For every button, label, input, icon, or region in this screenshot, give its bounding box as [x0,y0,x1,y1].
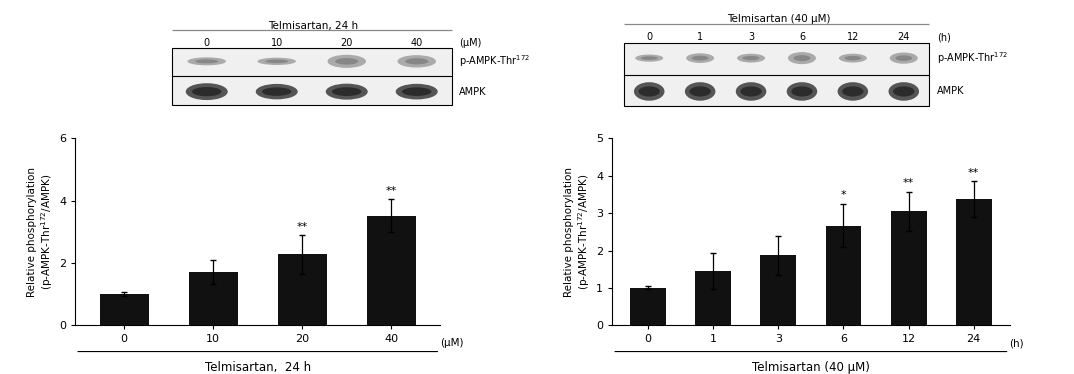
Text: Telmisartan, 24 h: Telmisartan, 24 h [268,21,359,31]
Ellipse shape [265,59,288,63]
Text: *: * [841,190,846,200]
Y-axis label: Relative phosphorylation
(p-AMPK-Thr$^{172}$/AMPK): Relative phosphorylation (p-AMPK-Thr$^{1… [564,167,592,297]
Text: 6: 6 [799,32,806,42]
Text: Telmisartan (40 μM): Telmisartan (40 μM) [752,361,870,374]
Text: 12: 12 [846,32,859,42]
Text: (h): (h) [937,32,950,42]
Ellipse shape [742,56,759,60]
Bar [624,43,929,106]
Ellipse shape [192,87,221,96]
Bar [826,226,861,325]
Bar [100,294,148,325]
Text: Telmisartan,  24 h: Telmisartan, 24 h [205,361,310,374]
Text: AMPK: AMPK [937,86,964,96]
Bar [695,271,731,325]
Ellipse shape [328,55,366,68]
Text: 10: 10 [271,38,282,48]
Bar [189,272,237,325]
Bar [760,255,796,325]
Bar [278,254,326,325]
Text: Telmisartan (40 μM): Telmisartan (40 μM) [727,14,830,24]
Ellipse shape [634,82,665,101]
Ellipse shape [262,88,291,96]
Text: (μM): (μM) [459,38,481,48]
Ellipse shape [641,56,657,60]
Ellipse shape [332,87,362,96]
Ellipse shape [838,82,868,101]
Ellipse shape [335,58,359,65]
Ellipse shape [686,53,714,63]
Text: (μM): (μM) [440,338,464,349]
Bar [956,199,991,325]
Text: 0: 0 [647,32,652,42]
Text: AMPK: AMPK [459,87,487,96]
Ellipse shape [685,82,715,101]
Ellipse shape [844,56,861,60]
Ellipse shape [402,87,432,96]
Ellipse shape [794,55,811,61]
Text: p-AMPK-Thr$^{172}$: p-AMPK-Thr$^{172}$ [937,50,1008,66]
Text: 20: 20 [340,38,353,48]
Ellipse shape [740,86,761,96]
Ellipse shape [839,54,867,62]
Text: 3: 3 [748,32,754,42]
Ellipse shape [690,86,711,96]
Bar [890,211,927,325]
Text: **: ** [968,168,979,178]
Ellipse shape [736,82,767,101]
Ellipse shape [896,55,912,61]
Ellipse shape [692,56,709,61]
Ellipse shape [258,58,296,65]
Text: **: ** [296,222,308,232]
Ellipse shape [397,55,436,68]
Ellipse shape [788,52,816,64]
Ellipse shape [395,84,438,99]
Ellipse shape [737,54,765,62]
Bar [172,48,452,105]
Ellipse shape [186,83,228,100]
Text: 24: 24 [898,32,910,42]
Text: 1: 1 [697,32,703,42]
Ellipse shape [842,86,863,96]
Ellipse shape [188,57,226,65]
Text: **: ** [903,178,914,188]
Ellipse shape [639,86,659,96]
Ellipse shape [786,82,817,101]
Text: (h): (h) [1010,338,1025,349]
Text: 0: 0 [204,38,209,48]
Ellipse shape [195,59,218,63]
Bar [630,288,666,325]
Bar [367,216,416,325]
Ellipse shape [888,82,919,101]
Ellipse shape [792,86,813,96]
Text: 40: 40 [410,38,423,48]
Text: **: ** [386,186,397,196]
Ellipse shape [635,55,664,62]
Ellipse shape [325,84,367,99]
Text: p-AMPK-Thr$^{172}$: p-AMPK-Thr$^{172}$ [459,53,529,69]
Ellipse shape [405,58,429,64]
Ellipse shape [894,86,914,96]
Y-axis label: Relative phosphorylation
(p-AMPK-Thr$^{172}$/AMPK): Relative phosphorylation (p-AMPK-Thr$^{1… [27,167,55,297]
Ellipse shape [256,84,297,99]
Ellipse shape [889,52,918,64]
